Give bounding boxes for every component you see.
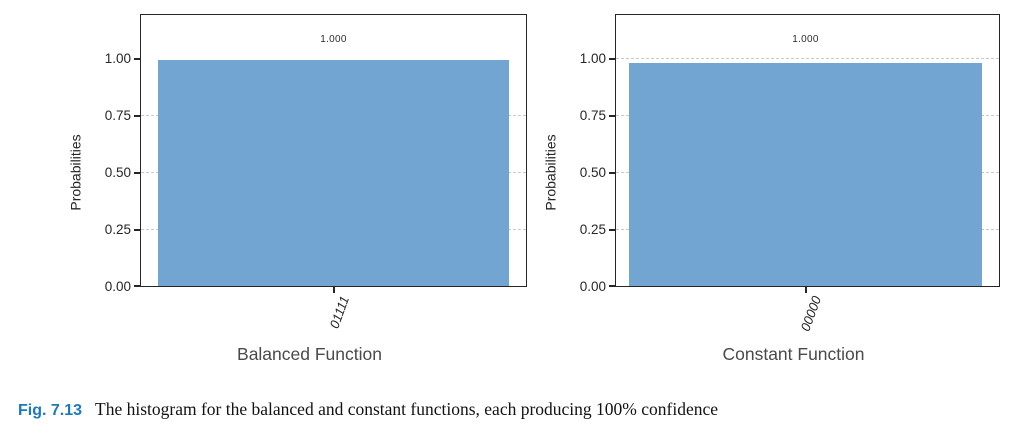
y-tick-label-0.00: 0.00 [104, 279, 131, 294]
y-tick-mark [134, 172, 140, 174]
x-axis-title-balanced: Balanced Function [237, 344, 382, 364]
y-tick-mark [134, 285, 140, 287]
y-tick-mark [609, 172, 615, 174]
y-tick-label-0.25: 0.25 [579, 222, 606, 237]
figure-caption-number: Fig. 7.13 [18, 402, 83, 419]
bar-value-label: 1.000 [320, 34, 347, 45]
bar-value-label: 1.000 [792, 34, 819, 45]
figure-caption-text: The histogram for the balanced and const… [95, 399, 719, 419]
y-tick-mark [134, 115, 140, 117]
bar-00000 [629, 62, 982, 286]
y-tick-label-0.75: 0.75 [579, 108, 606, 123]
y-tick-mark [134, 58, 140, 60]
y-tick-mark [134, 229, 140, 231]
x-tick-label-00000: 00000 [797, 294, 825, 334]
plot-area: 1.000 [140, 14, 527, 287]
y-tick-mark [609, 229, 615, 231]
y-tick-label-1.00: 1.00 [104, 51, 131, 66]
y-axis-label: Probabilities [542, 134, 559, 211]
x-tick-label-01111: 01111 [326, 294, 353, 331]
y-tick-mark [609, 285, 615, 287]
x-axis-title-constant: Constant Function [722, 344, 865, 364]
y-tick-label-0.50: 0.50 [104, 165, 131, 180]
x-tick-mark [805, 287, 807, 293]
y-tick-label-0.75: 0.75 [104, 108, 131, 123]
y-tick-mark [609, 115, 615, 117]
gridline-1.00 [616, 58, 999, 59]
y-tick-mark [609, 58, 615, 60]
y-tick-label-0.50: 0.50 [579, 165, 606, 180]
bar-01111 [158, 60, 509, 286]
figure-caption: Fig. 7.13 The histogram for the balanced… [18, 399, 998, 420]
y-tick-label-0.00: 0.00 [579, 279, 606, 294]
y-tick-label-0.25: 0.25 [104, 222, 131, 237]
plot-area: 1.000 [615, 14, 1000, 287]
y-tick-label-1.00: 1.00 [579, 51, 606, 66]
x-tick-mark [333, 287, 335, 293]
y-axis-label: Probabilities [67, 134, 84, 211]
